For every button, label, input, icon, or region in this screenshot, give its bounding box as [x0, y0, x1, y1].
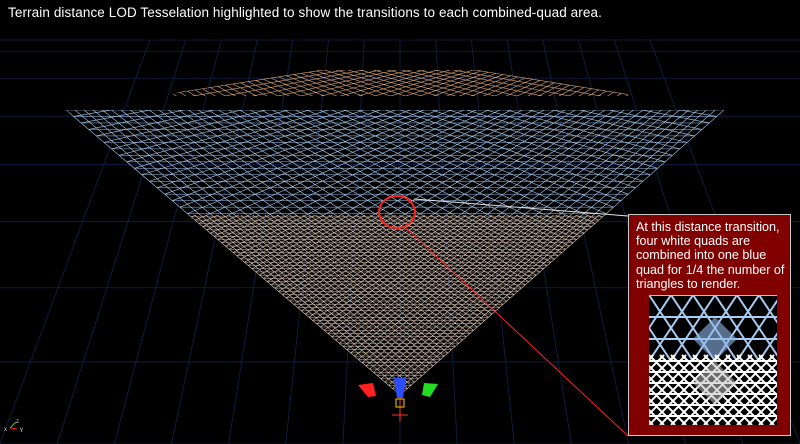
x-axis-arrow[interactable]: [358, 383, 376, 397]
near-lod-mesh: [177, 215, 630, 395]
callout-leader-line-top: [413, 198, 629, 217]
svg-text:x: x: [4, 427, 7, 432]
callout-panel: At this distance transition, four white …: [628, 214, 791, 436]
callout-leader-line-bottom: [405, 227, 629, 437]
svg-text:z: z: [16, 419, 19, 425]
zoomed-mesh-inset: [649, 295, 777, 425]
transition-highlight-circle: [378, 195, 416, 229]
far-lod-mesh: [168, 70, 632, 96]
transform-gizmo[interactable]: [358, 378, 438, 422]
callout-text: At this distance transition, four white …: [636, 220, 785, 291]
axis-indicator: x y z: [4, 419, 23, 432]
screenshot-caption: Terrain distance LOD Tesselation highlig…: [8, 5, 602, 20]
y-axis-arrow[interactable]: [422, 383, 438, 397]
svg-text:y: y: [20, 427, 23, 432]
mid-lod-mesh: [66, 110, 724, 215]
z-axis-arrow[interactable]: [394, 378, 406, 398]
